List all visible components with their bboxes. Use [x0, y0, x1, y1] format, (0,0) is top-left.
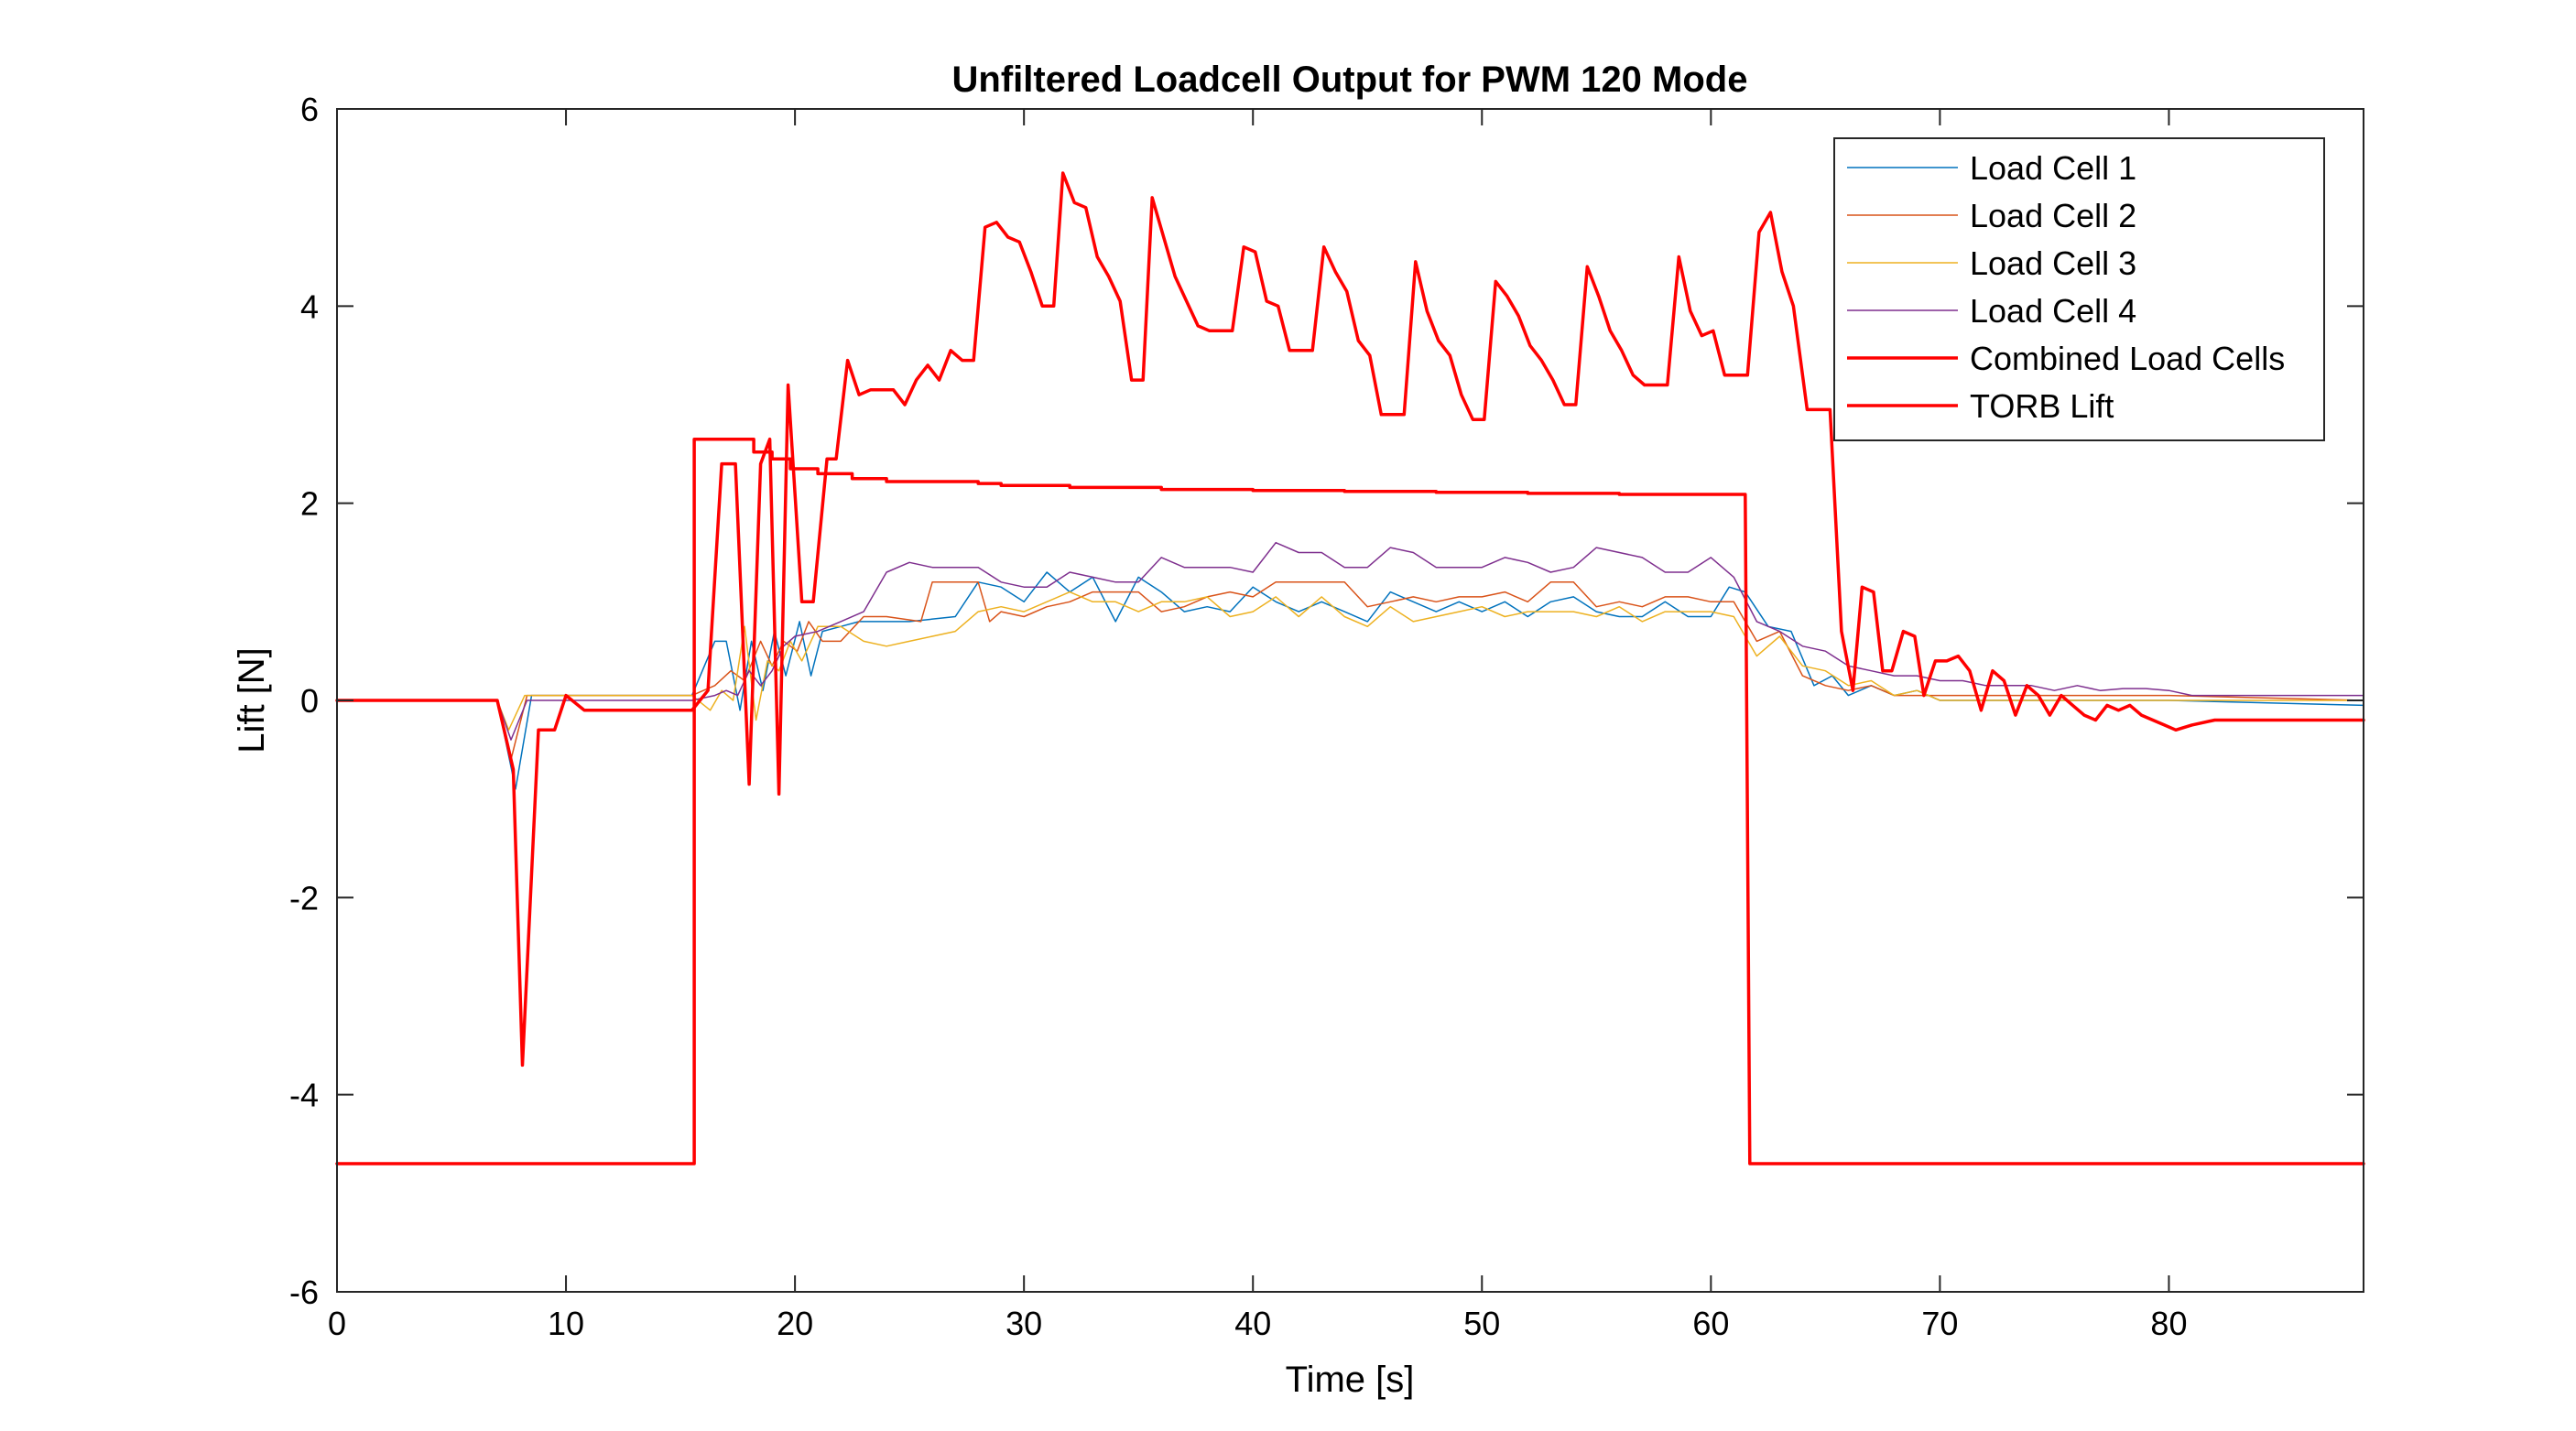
legend-label: Combined Load Cells: [1970, 340, 2285, 377]
y-tick-label: 6: [300, 91, 319, 128]
y-tick-label: 4: [300, 287, 319, 325]
x-tick-label: 60: [1692, 1305, 1729, 1342]
series-line-1: [336, 571, 2364, 790]
x-tick-label: 70: [1921, 1305, 1958, 1342]
y-tick-label: 2: [300, 485, 319, 523]
chart-title: Unfiltered Loadcell Output for PWM 120 M…: [952, 60, 1748, 100]
x-tick-label: 50: [1463, 1305, 1500, 1342]
y-tick-label: -2: [289, 879, 319, 916]
x-tick-label: 10: [548, 1305, 584, 1342]
legend-label: Load Cell 2: [1970, 197, 2136, 234]
series-line-4: [336, 541, 2364, 741]
legend-label: TORB Lift: [1970, 387, 2114, 425]
y-tick-label: -6: [289, 1274, 319, 1311]
legend-label: Load Cell 3: [1970, 244, 2136, 282]
series-layer: [335, 171, 2365, 1165]
y-axis-label: Lift [N]: [232, 647, 272, 753]
y-axis: -6 -4 -2 0 2 4 6: [289, 91, 2364, 1311]
legend-box: [1833, 137, 2325, 441]
x-axis: 0 10 20 30 40 50 60 70 80: [328, 109, 2187, 1342]
x-axis-label: Time [s]: [1286, 1360, 1415, 1400]
x-tick-label: 0: [328, 1305, 346, 1342]
x-tick-label: 20: [777, 1305, 813, 1342]
x-tick-label: 40: [1234, 1305, 1271, 1342]
x-tick-label: 80: [2150, 1305, 2187, 1342]
series-line-6: [335, 437, 2365, 1165]
y-tick-label: 0: [300, 682, 319, 720]
legend-label: Load Cell 1: [1970, 149, 2136, 187]
y-tick-label: -4: [289, 1077, 319, 1114]
series-line-5: [335, 171, 2365, 1068]
legend: Load Cell 1 Load Cell 2 Load Cell 3 Load Ce…: [1833, 137, 2325, 441]
x-tick-label: 30: [1005, 1305, 1042, 1342]
legend-label: Load Cell 4: [1970, 292, 2136, 330]
